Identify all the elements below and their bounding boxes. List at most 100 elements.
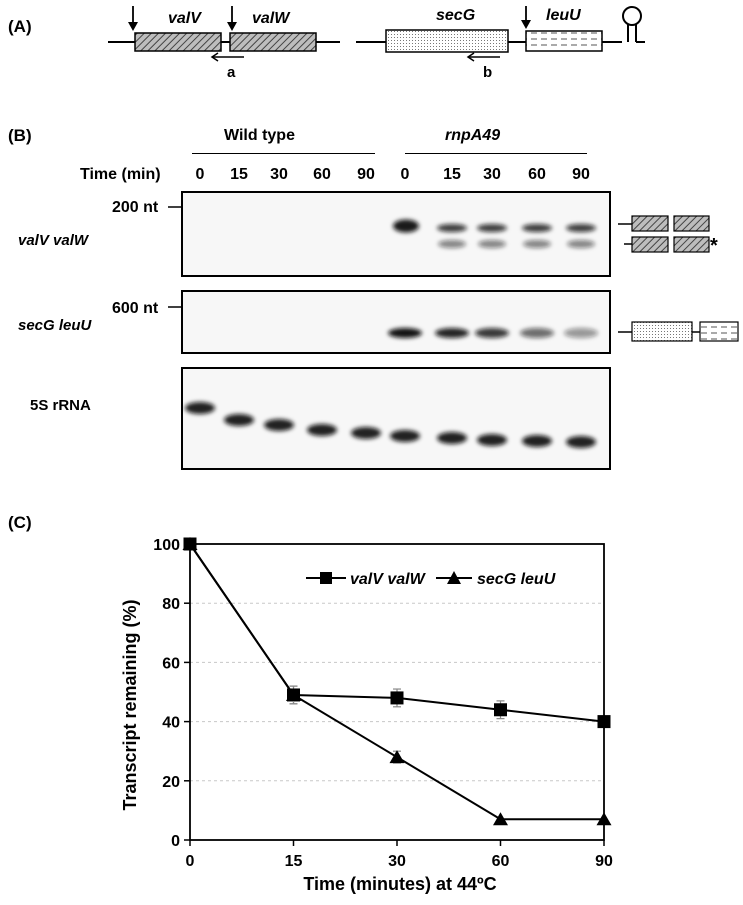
leuU-box: [525, 30, 603, 52]
timepoint-label: 30: [483, 166, 501, 183]
panel-label-b: (B): [8, 126, 32, 145]
x-tick-label: 90: [595, 853, 613, 870]
y-tick-label: 100: [153, 537, 180, 554]
group-underline-wild-type: [192, 153, 375, 154]
panel-label-c: (C): [8, 513, 32, 532]
group-underline-rnpA49: [405, 153, 587, 154]
data-point-triangle: [389, 750, 405, 764]
data-point-triangle: [493, 812, 508, 826]
band-5S-rRNA: [477, 434, 507, 446]
timepoint-label: 90: [357, 166, 375, 183]
group-label-wild-type: Wild type: [224, 127, 295, 144]
row-label-5S-rRNA: 5S rRNA: [30, 397, 91, 414]
primer-a-label: a: [227, 64, 236, 81]
timepoint-label: 90: [572, 166, 590, 183]
valV-label: valV: [168, 10, 202, 27]
band-valVW-full: [477, 224, 507, 232]
blot-secG-leuU: [181, 290, 611, 354]
species-icon-secG-leuU: [618, 321, 739, 342]
band-secG-leuU: [520, 328, 554, 338]
legend-swatch-secG-leuU: [436, 571, 472, 584]
chart-gridlines: [184, 543, 604, 841]
row-label-valV-valW: valV valW: [18, 232, 90, 249]
data-point-triangle: [182, 537, 198, 550]
leuU-label: leuU: [546, 7, 581, 24]
band-secG-leuU: [388, 328, 422, 338]
x-tick-label: 60: [492, 853, 510, 870]
y-tick-label: 40: [162, 715, 180, 732]
band-valVW-full: [522, 224, 552, 232]
primer-a-arrow: [210, 52, 244, 62]
timepoint-label: 15: [230, 166, 248, 183]
timepoint-label: 0: [400, 166, 410, 183]
y-axis-label: Transcript remaining (%): [120, 599, 140, 810]
data-point-triangle: [596, 812, 612, 826]
operon-diagram: valV valW a secG leuU b: [108, 6, 645, 81]
blot-overlay: 200 nt 600 nt valV valW secG leuU 5S rRN…: [18, 199, 739, 448]
x-axis-label: Time (minutes) at 44ºC: [303, 874, 496, 894]
y-tick-label: 80: [162, 596, 180, 613]
data-point-square: [390, 691, 404, 705]
legend: valV valW secG leuU: [306, 571, 556, 588]
cleavage-arrow-2: [227, 6, 237, 31]
band-5S-rRNA: [185, 402, 215, 414]
band-5S-rRNA: [522, 435, 552, 447]
band-valVW-processed: [523, 240, 551, 248]
time-label: Time (min): [80, 166, 161, 183]
x-tick-label: 30: [388, 853, 406, 870]
blot-bands: [185, 219, 598, 448]
secG-box: [385, 29, 509, 53]
valW-label: valW: [252, 10, 291, 27]
y-tick-labels: 0 20 40 60 80 100: [153, 537, 180, 850]
band-valVW-processed: [567, 240, 595, 248]
band-valVW-full: [437, 224, 467, 232]
species-icon-full-valVW: [618, 215, 710, 232]
band-valVW-full: [566, 224, 596, 232]
band-5S-rRNA: [224, 414, 254, 426]
valW-box: [229, 32, 317, 52]
data-point-square: [494, 703, 507, 717]
x-tick-labels: 0 15 30 60 90: [186, 853, 613, 870]
cleavage-arrow-3: [521, 6, 531, 29]
asterisk-mark: *: [710, 235, 718, 257]
timepoint-label: 60: [528, 166, 546, 183]
timepoint-label: 15: [443, 166, 461, 183]
row-label-secG-leuU: secG leuU: [18, 317, 93, 334]
panel-label-a: (A): [8, 17, 32, 36]
blot-valV-valW: [181, 191, 611, 277]
valV-box: [134, 32, 222, 52]
band-5S-rRNA: [390, 430, 420, 442]
terminator-hairpin: [622, 6, 645, 43]
timepoint-label: 30: [270, 166, 288, 183]
y-tick-label: 0: [171, 833, 180, 850]
data-point-triangle: [286, 687, 301, 701]
band-secG-leuU: [435, 328, 469, 338]
band-5S-rRNA: [307, 424, 337, 436]
group-label-rnpA49: rnpA49: [445, 127, 501, 144]
band-secG-leuU: [475, 328, 509, 338]
legend-label-secG-leuU: secG leuU: [477, 571, 556, 588]
primer-b-label: b: [483, 64, 492, 81]
legend-label-valV-valW: valV valW: [350, 571, 427, 588]
marker-600: 600 nt: [112, 300, 159, 317]
band-5S-rRNA: [351, 427, 381, 439]
x-tick-label: 0: [186, 853, 195, 870]
timepoint-label: 60: [313, 166, 331, 183]
data-point-square: [597, 715, 611, 729]
y-tick-label: 60: [162, 655, 180, 672]
band-valVW-full: [393, 219, 419, 233]
decay-chart: 0 20 40 60 80 100 0 15 30 60 90 Time (minutes) at…: [120, 537, 613, 894]
marker-200: 200 nt: [112, 199, 159, 216]
primer-b-arrow: [466, 52, 500, 62]
band-valVW-processed: [478, 240, 506, 248]
x-tick-label: 15: [285, 853, 303, 870]
timepoint-label: 0: [195, 166, 205, 183]
band-5S-rRNA: [566, 436, 596, 448]
y-tick-label: 20: [162, 774, 180, 791]
cleavage-arrow-1: [128, 6, 138, 31]
band-secG-leuU: [564, 328, 598, 338]
species-icon-processed-valVW: [624, 236, 710, 253]
band-valVW-processed: [438, 240, 466, 248]
band-5S-rRNA: [437, 432, 467, 444]
legend-swatch-valV-valW: [306, 572, 346, 584]
